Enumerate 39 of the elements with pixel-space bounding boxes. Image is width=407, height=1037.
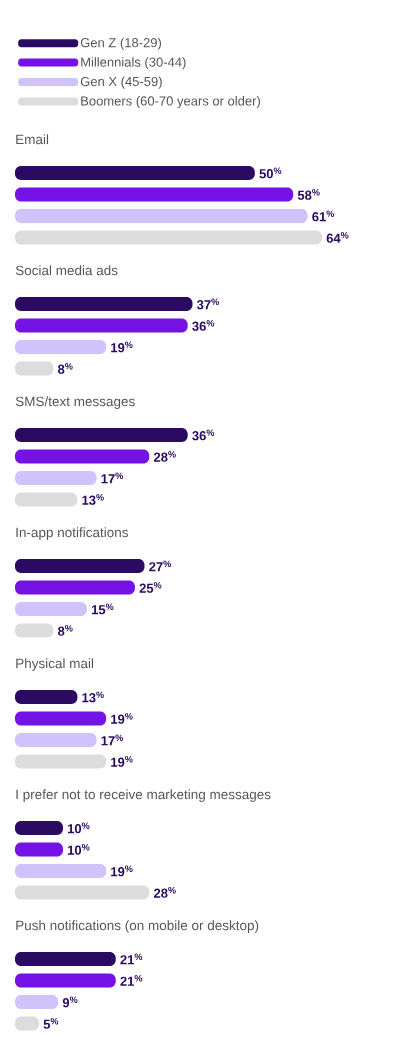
data-label: 50$^{%}$ xyxy=(259,167,282,179)
data-label: 28$^{%}$ xyxy=(153,886,176,898)
data-label: 36$^{%}$ xyxy=(192,429,215,441)
data-label: 21$^{%}$ xyxy=(120,975,143,986)
y-tick-label: SMS/text messages xyxy=(15,396,135,409)
y-tick-label: In-app notifications xyxy=(16,527,128,540)
legend-label: Gen Z (18-29) xyxy=(80,37,162,50)
data-label: 13$^{%}$ xyxy=(82,493,104,505)
legend-label: Boomers (60-70 years or older) xyxy=(81,95,260,109)
data-label: 9$^{%}$ xyxy=(62,996,78,1008)
data-label: 5$^{%}$ xyxy=(43,1017,59,1029)
data-label: 8$^{%}$ xyxy=(57,625,73,636)
y-tick-label: Email xyxy=(16,134,49,145)
y-tick-label: I prefer not to receive marketing messages xyxy=(16,789,271,802)
data-label: 37$^{%}$ xyxy=(196,298,219,310)
data-label: 28$^{%}$ xyxy=(153,450,176,462)
data-label: 64$^{%}$ xyxy=(326,232,349,243)
data-label: 25$^{%}$ xyxy=(139,581,162,593)
data-label: 19$^{%}$ xyxy=(111,712,133,724)
data-label: 27$^{%}$ xyxy=(149,560,172,572)
data-label: 15$^{%}$ xyxy=(91,603,114,615)
legend-label: Gen X (45-59) xyxy=(80,76,162,89)
data-label: 58$^{%}$ xyxy=(297,189,320,200)
data-label: 21$^{%}$ xyxy=(120,953,143,965)
data-label: 10$^{%}$ xyxy=(67,843,90,855)
data-label: 10$^{%}$ xyxy=(67,822,90,834)
y-tick-label: Social media ads xyxy=(15,265,118,276)
y-tick-label: Physical mail xyxy=(16,658,94,671)
y-tick-label: Push notifications (on mobile or desktop) xyxy=(16,920,259,933)
data-label: 36$^{%}$ xyxy=(192,319,215,331)
data-label: 19$^{%}$ xyxy=(111,865,133,877)
data-label: 19$^{%}$ xyxy=(111,341,133,353)
legend-label: Millennials (30-44) xyxy=(81,57,186,70)
data-label: 19$^{%}$ xyxy=(111,755,133,767)
data-label: 8$^{%}$ xyxy=(57,363,73,374)
data-label: 61$^{%}$ xyxy=(312,210,335,222)
data-label: 13$^{%}$ xyxy=(82,691,104,703)
data-label: 17$^{%}$ xyxy=(101,734,124,746)
data-label: 17$^{%}$ xyxy=(101,472,124,484)
